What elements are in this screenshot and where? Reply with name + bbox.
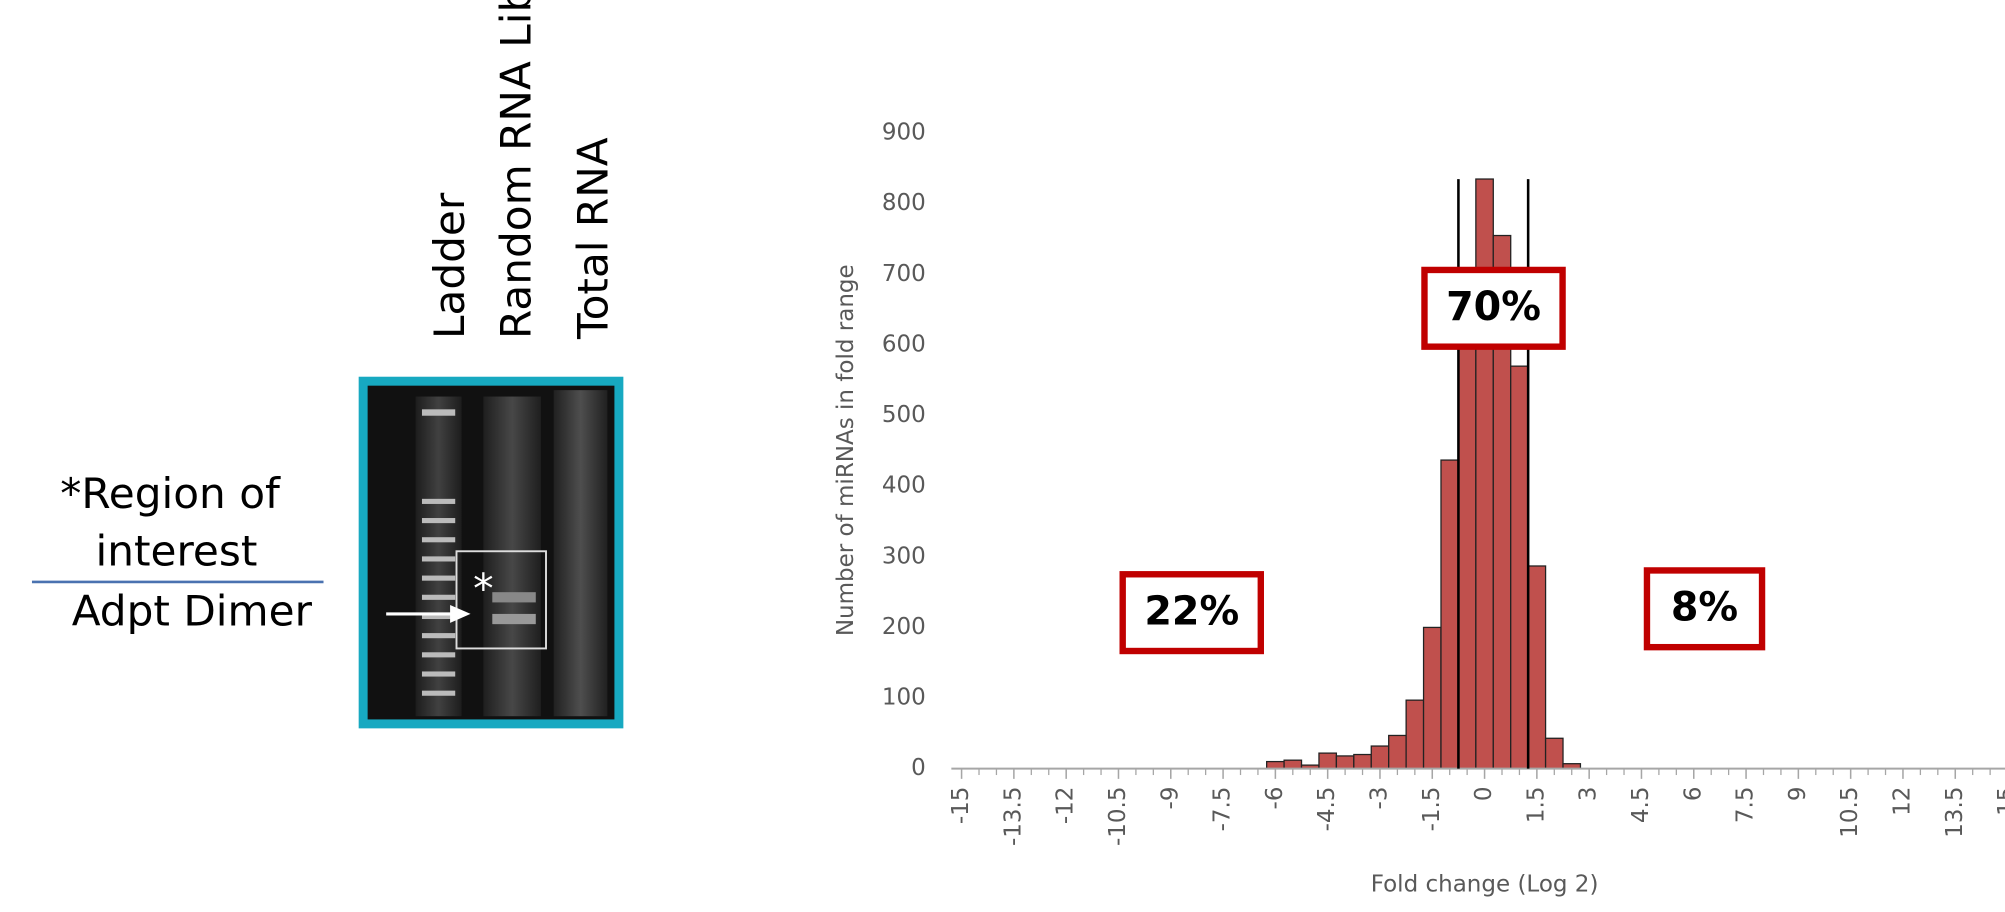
bar xyxy=(1336,756,1353,769)
x-tick-label: -15 xyxy=(948,787,974,825)
y-tick-label: 100 xyxy=(882,685,926,711)
x-axis-title: Fold change (Log 2) xyxy=(1371,872,1599,898)
y-axis-title: Number of miRNAs in fold range xyxy=(833,264,859,636)
lane-label: Total RNA xyxy=(568,137,617,340)
x-tick-label: -1.5 xyxy=(1419,787,1445,832)
x-tick-label: -7.5 xyxy=(1210,787,1236,832)
region-label: *Region of xyxy=(60,469,281,518)
x-tick-label: 15 xyxy=(1994,787,2005,816)
x-tick-label: 1.5 xyxy=(1523,787,1549,824)
x-tick-label: 9 xyxy=(1785,787,1811,802)
figure: Ladder Random RNA Lib Total RNA * *Regio… xyxy=(0,0,2005,912)
y-tick-label: 700 xyxy=(882,261,926,287)
y-tick-label: 300 xyxy=(882,543,926,569)
region-marker: * xyxy=(473,565,493,613)
x-tick-label: 4.5 xyxy=(1628,787,1654,824)
y-tick-label: 800 xyxy=(882,190,926,216)
x-tick-label: -4.5 xyxy=(1314,787,1340,832)
bar xyxy=(1406,700,1423,768)
x-tick-label: 0 xyxy=(1471,787,1497,802)
annotation: 70% xyxy=(1446,284,1541,330)
dimer-label: Adpt Dimer xyxy=(72,586,313,635)
x-tick-label: 12 xyxy=(1889,787,1915,816)
lane-label: Random RNA Lib xyxy=(492,0,541,339)
y-tick-label: 500 xyxy=(882,402,926,428)
x-tick-label: 10.5 xyxy=(1837,787,1863,838)
bar xyxy=(1511,366,1528,768)
annotation: 22% xyxy=(1144,588,1239,634)
bar xyxy=(1371,746,1388,769)
x-tick-label: 3 xyxy=(1576,787,1602,802)
bar xyxy=(1546,738,1563,768)
gel-band xyxy=(492,592,535,602)
x-tick-label: 6 xyxy=(1680,787,1706,802)
x-tick-label: 7.5 xyxy=(1733,787,1759,824)
bar xyxy=(1354,755,1371,769)
bar xyxy=(1424,627,1441,768)
x-tick-label: -6 xyxy=(1262,787,1288,810)
y-tick-label: 400 xyxy=(882,473,926,499)
lane-label: Ladder xyxy=(425,192,474,339)
bar xyxy=(1528,566,1545,769)
bar xyxy=(1319,753,1336,769)
bar xyxy=(1389,735,1406,768)
gel-lane xyxy=(554,390,608,716)
y-tick-label: 0 xyxy=(911,755,926,781)
bar xyxy=(1267,762,1284,769)
y-tick-label: 900 xyxy=(882,120,926,146)
bar xyxy=(1284,760,1301,768)
page: {"gel": {"lanes": ["Ladder", "Random RNA… xyxy=(0,0,2005,912)
gel-band xyxy=(492,614,535,624)
bar xyxy=(1458,310,1475,769)
y-tick-label: 600 xyxy=(882,331,926,357)
bar xyxy=(1441,460,1458,769)
annotation: 8% xyxy=(1671,585,1738,631)
x-tick-label: -12 xyxy=(1053,787,1079,825)
x-tick-label: -10.5 xyxy=(1105,787,1131,847)
gel-lane xyxy=(483,397,541,717)
y-tick-label: 200 xyxy=(882,614,926,640)
gel-panel: Ladder Random RNA Lib Total RNA * *Regio… xyxy=(32,0,619,724)
x-tick-label: 13.5 xyxy=(1942,787,1968,838)
region-label: interest xyxy=(96,526,258,575)
x-tick-label: -13.5 xyxy=(1000,787,1026,847)
x-tick-label: -9 xyxy=(1157,787,1183,810)
x-tick-label: -3 xyxy=(1366,787,1392,810)
